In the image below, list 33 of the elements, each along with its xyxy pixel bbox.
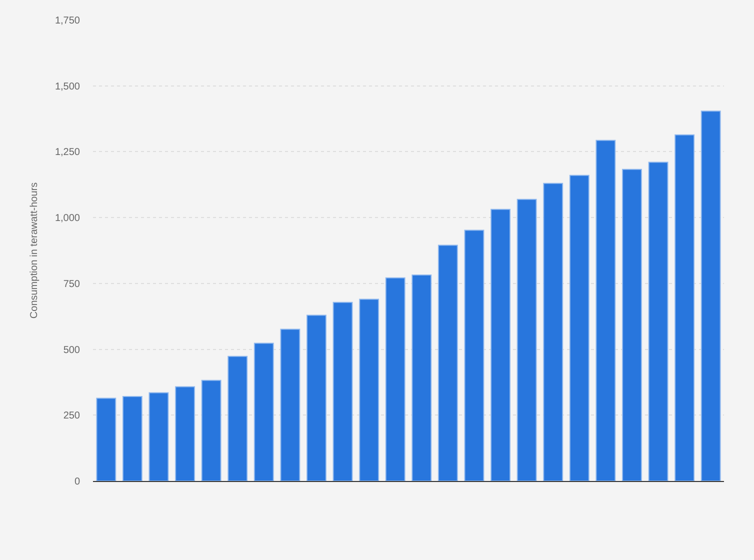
y-tick-label: 1,000 — [54, 213, 80, 224]
bar — [596, 140, 616, 481]
bar — [622, 168, 642, 481]
bar — [96, 398, 116, 481]
bar — [254, 342, 274, 481]
bar — [359, 298, 380, 481]
bar — [569, 174, 590, 481]
bar — [332, 302, 353, 481]
bar — [306, 314, 326, 481]
bar — [648, 162, 668, 481]
bar — [122, 396, 142, 481]
y-tick-label: 250 — [63, 410, 80, 422]
y-tick-label: 0 — [74, 476, 80, 488]
bar — [516, 198, 537, 481]
y-tick-label: 500 — [63, 344, 80, 356]
bar — [490, 208, 510, 481]
bar — [464, 230, 484, 481]
bar — [385, 277, 406, 481]
y-tick-label: 1,500 — [54, 81, 80, 92]
bar — [201, 380, 222, 481]
bar — [412, 274, 432, 481]
y-tick-label: 750 — [63, 278, 80, 290]
y-tick-label: 1,750 — [54, 16, 80, 26]
bar — [700, 110, 721, 481]
bar — [543, 182, 564, 481]
y-tick-label: 1,250 — [54, 147, 80, 158]
bar — [175, 386, 195, 481]
bar — [674, 134, 695, 481]
bar — [280, 328, 300, 481]
bar — [148, 392, 169, 481]
bar — [228, 356, 248, 481]
bar — [438, 244, 458, 481]
y-axis-title: Consumption in terawatt-hours — [28, 182, 40, 319]
